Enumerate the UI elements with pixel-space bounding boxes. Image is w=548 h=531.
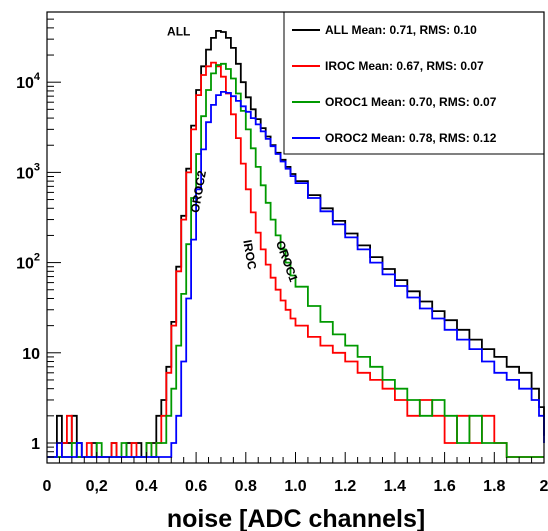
x-tick-label: 0.8 [235,478,257,495]
x-tick-label: 0,2 [86,478,108,495]
annotation-oroc2: OROC2 [188,169,209,214]
x-tick-label: 0.4 [135,478,157,495]
axis-layer: 0 0,2 0.4 0.6 0.8 1.0 1.2 1.4 1.6 1.8 2 1 10 102 103 10… [16,11,548,495]
annotation-all: ALL [167,24,190,38]
x-tick-label: 0 [43,478,52,495]
y-tick-label: 1 [31,436,40,453]
y-tick-label: 104 [16,71,41,92]
legend-box [283,11,545,155]
y-tick-label: 103 [16,161,40,182]
series-line-1 [47,61,544,458]
legend-entry-1: IROC Mean: 0.67, RMS: 0.07 [325,59,484,73]
legend-entry-0: ALL Mean: 0.71, RMS: 0.10 [325,23,477,37]
x-tick-label: 0.6 [185,478,207,495]
legend-entry-2: OROC1 Mean: 0.70, RMS: 0.07 [325,95,497,109]
series-layer [47,30,545,458]
y-tick-label: 102 [16,252,40,273]
x-tick-label: 1.6 [433,478,455,495]
x-tick-label: 1.2 [334,478,356,495]
series-line-3 [47,91,545,458]
annotation-oroc1: OROC1 [273,239,301,284]
legend-entry-3: OROC2 Mean: 0.78, RMS: 0.12 [325,131,497,145]
annotation-iroc: IROC [240,239,259,271]
series-line-0 [47,30,545,458]
legend-layer: ALL Mean: 0.71, RMS: 0.10 IROC Mean: 0.67… [292,23,497,145]
y-tick-label: 10 [22,346,40,363]
series-line-2 [47,62,544,458]
x-tick-label: 1.0 [284,478,306,495]
x-tick-label: 1.4 [384,478,406,495]
x-tick-label: 1.8 [483,478,505,495]
x-tick-label: 2 [540,478,548,495]
x-axis-label: noise [ADC channels] [167,505,425,531]
